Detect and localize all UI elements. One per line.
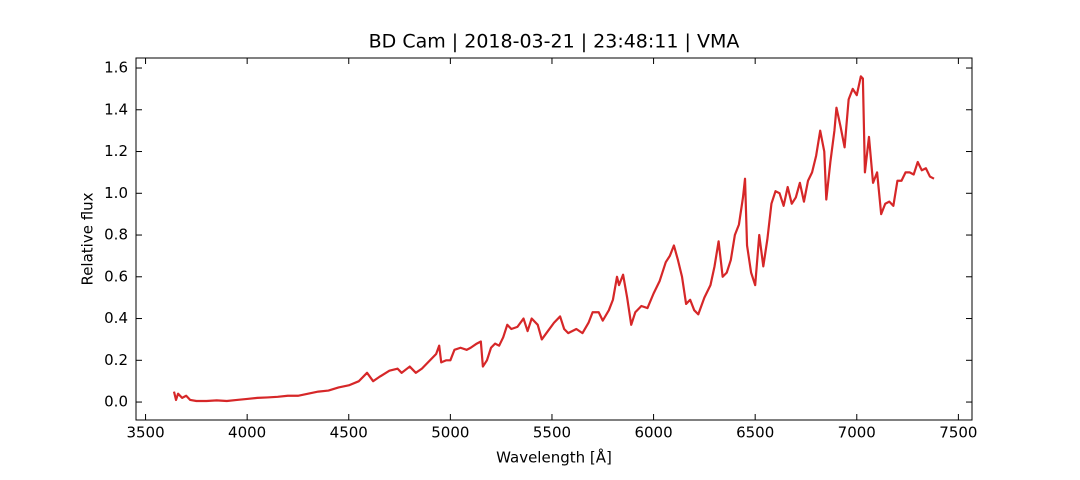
y-tick-label: 0.8 xyxy=(104,226,128,244)
y-axis-label: Relative flux xyxy=(79,192,97,285)
x-tick-label: 4500 xyxy=(330,424,368,442)
x-tick-label: 7500 xyxy=(939,424,977,442)
y-tick-label: 0.6 xyxy=(104,267,128,285)
y-tick-label: 1.6 xyxy=(104,59,128,77)
x-tick-label: 4000 xyxy=(228,424,266,442)
x-tick-label: 5000 xyxy=(431,424,469,442)
y-tick-label: 0.2 xyxy=(104,351,128,369)
chart-title: BD Cam | 2018-03-21 | 23:48:11 | VMA xyxy=(369,31,740,53)
y-tick-label: 0.4 xyxy=(104,309,128,327)
y-tick-label: 0.0 xyxy=(104,393,128,411)
spectrum-line xyxy=(172,75,935,403)
x-tick-label: 6500 xyxy=(736,424,774,442)
x-tick-label: 6000 xyxy=(634,424,672,442)
x-tick-label: 5500 xyxy=(533,424,571,442)
y-tick-label: 1.0 xyxy=(104,184,128,202)
plot-frame xyxy=(135,57,973,421)
y-tick-label: 1.4 xyxy=(104,100,128,118)
x-tick-label: 7000 xyxy=(838,424,876,442)
x-tick-label: 3500 xyxy=(126,424,164,442)
y-tick-label: 1.2 xyxy=(104,142,128,160)
x-axis-label: Wavelength [Å] xyxy=(496,448,612,467)
